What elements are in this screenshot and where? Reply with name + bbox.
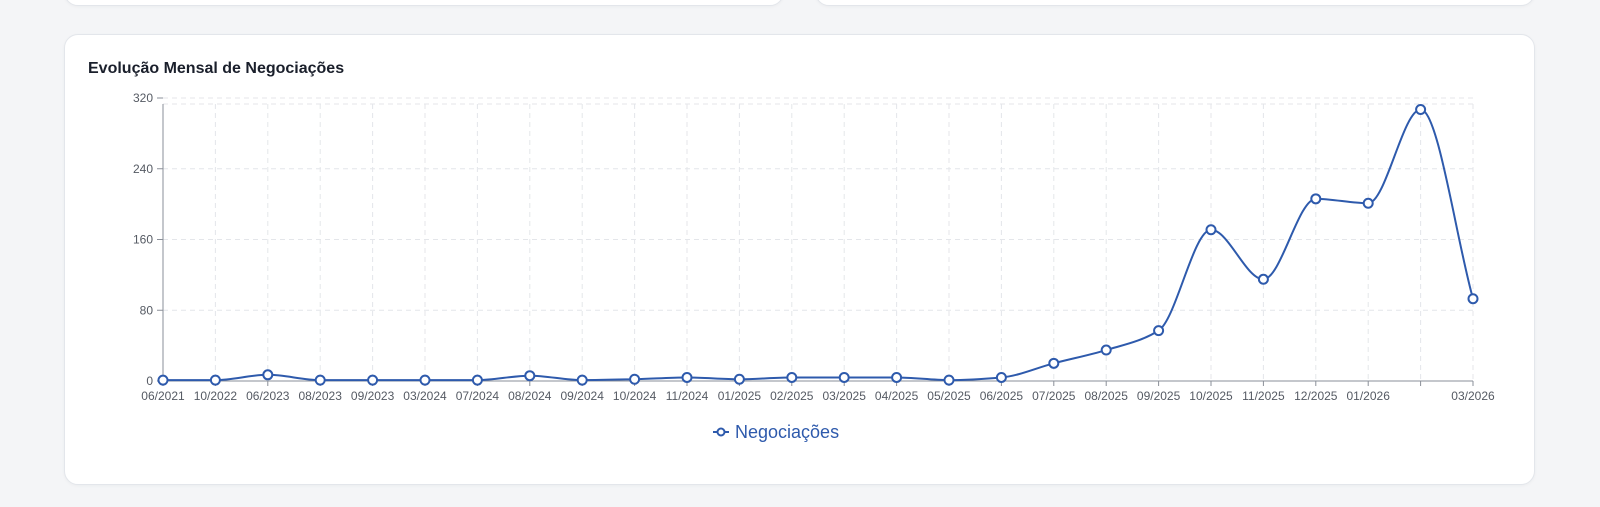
x-tick-label: 10/2025 [1189, 389, 1233, 403]
legend-marker-icon [716, 427, 726, 437]
data-point [1467, 293, 1479, 305]
x-tick-label: 08/2023 [299, 389, 343, 403]
data-point [419, 374, 431, 386]
chart-card [64, 34, 1535, 485]
x-tick-label: 03/2025 [823, 389, 867, 403]
y-tick-label: 0 [146, 374, 153, 388]
x-tick-label: 04/2025 [875, 389, 919, 403]
x-tick-label: 08/2025 [1085, 389, 1129, 403]
y-tick-label: 80 [140, 303, 154, 317]
data-point [1362, 197, 1374, 209]
data-point [1415, 103, 1427, 115]
x-tick-label: 11/2025 [1242, 389, 1285, 403]
x-tick-label: 03/2026 [1451, 389, 1495, 403]
data-point [681, 371, 693, 383]
y-tick-label: 320 [133, 91, 153, 105]
data-point [786, 371, 798, 383]
chart-title: Evolução Mensal de Negociações [88, 60, 345, 77]
data-point [1257, 273, 1269, 285]
x-tick-label: 09/2024 [561, 389, 605, 403]
x-tick-label: 06/2021 [141, 389, 185, 403]
x-tick-label: 09/2023 [351, 389, 395, 403]
x-tick-label: 09/2025 [1137, 389, 1181, 403]
data-point [209, 374, 221, 386]
data-point [733, 373, 745, 385]
x-tick-label: 10/2024 [613, 389, 657, 403]
data-point [367, 374, 379, 386]
data-point [1153, 325, 1165, 337]
x-tick-label: 06/2023 [246, 389, 290, 403]
data-point [576, 374, 588, 386]
x-tick-label: 05/2025 [927, 389, 971, 403]
data-point [943, 374, 955, 386]
x-tick-label: 10/2022 [194, 389, 238, 403]
legend-label: Negociações [735, 422, 839, 442]
x-tick-label: 07/2024 [456, 389, 500, 403]
data-point [314, 374, 326, 386]
data-point [1205, 224, 1217, 236]
data-point [1310, 193, 1322, 205]
data-point [1048, 357, 1060, 369]
x-tick-label: 03/2024 [403, 389, 447, 403]
data-point [629, 373, 641, 385]
data-point [262, 369, 274, 381]
data-point [838, 371, 850, 383]
x-tick-label: 06/2025 [980, 389, 1024, 403]
data-point [524, 370, 536, 382]
data-point [471, 374, 483, 386]
series-line-negociacoes [162, 108, 1474, 382]
y-tick-label: 240 [133, 162, 153, 176]
data-point [995, 371, 1007, 383]
data-point [891, 371, 903, 383]
x-tick-label: 08/2024 [508, 389, 552, 403]
x-tick-label: 01/2025 [718, 389, 762, 403]
data-point [1100, 344, 1112, 356]
x-tick-label: 01/2026 [1347, 389, 1391, 403]
x-tick-label: 02/2025 [770, 389, 814, 403]
data-point [157, 374, 169, 386]
x-tick-label: 07/2025 [1032, 389, 1076, 403]
x-tick-label: 12/2025 [1294, 389, 1338, 403]
y-tick-label: 160 [133, 233, 153, 247]
x-tick-label: 11/2024 [666, 389, 709, 403]
